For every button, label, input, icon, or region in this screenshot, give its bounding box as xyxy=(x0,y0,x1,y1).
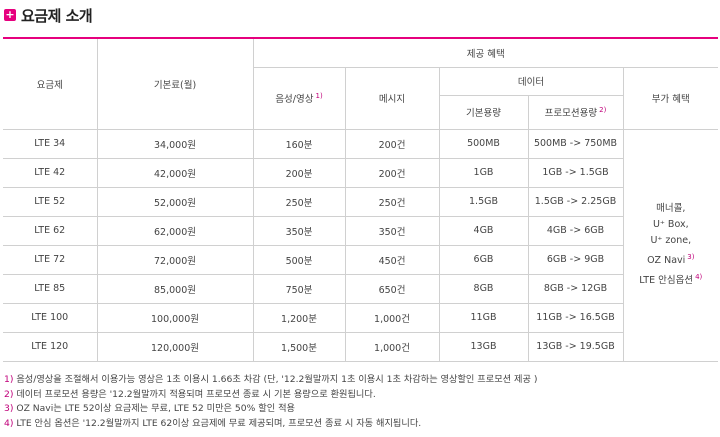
table-row: LTE 85 85,000원 750분 650건 8GB 8GB -> 12GB xyxy=(3,273,718,304)
cell-fee: 72,000원 xyxy=(96,244,254,275)
section-title: + 요금제 소개 xyxy=(4,4,93,26)
cell-base-data: 1.5GB xyxy=(438,186,529,217)
cell-promo-data: 8GB -> 12GB xyxy=(527,273,623,304)
cell-plan: LTE 42 xyxy=(3,157,98,188)
extras-line: U⁺ zone, xyxy=(650,234,692,246)
cell-extras: 매너콜, U⁺ Box, U⁺ zone, OZ Navi 3) LTE 안심옵션… xyxy=(622,128,719,362)
cell-fee: 120,000원 xyxy=(96,331,254,362)
cell-promo-data: 13GB -> 19.5GB xyxy=(527,331,623,362)
footnotes: 1) 음성/영상을 조절해서 이용가능 영상은 1초 이용시 1.66초 차감 … xyxy=(4,373,537,431)
footnote-item: 3) OZ Navi는 LTE 52이상 요금제는 무료, LTE 52 미만은… xyxy=(4,403,296,414)
cell-voice: 750분 xyxy=(252,273,346,304)
footnote-marker: 4) xyxy=(695,273,703,281)
cell-voice: 500분 xyxy=(252,244,346,275)
extras-line: 매너콜, xyxy=(656,202,686,214)
cell-voice: 250분 xyxy=(252,186,346,217)
cell-message: 200건 xyxy=(344,128,440,159)
header-plan: 요금제 xyxy=(3,37,98,130)
cell-plan: LTE 52 xyxy=(3,186,98,217)
cell-base-data: 500MB xyxy=(438,128,529,159)
cell-message: 350건 xyxy=(344,215,440,246)
header-benefits: 제공 혜택 xyxy=(252,37,719,68)
cell-promo-data: 1GB -> 1.5GB xyxy=(527,157,623,188)
cell-base-data: 1GB xyxy=(438,157,529,188)
cell-fee: 42,000원 xyxy=(96,157,254,188)
header-promo-data: 프로모션용량 2) xyxy=(527,94,623,130)
cell-voice: 1,200분 xyxy=(252,302,346,333)
cell-fee: 100,000원 xyxy=(96,302,254,333)
cell-fee: 62,000원 xyxy=(96,215,254,246)
table-row: LTE 120 120,000원 1,500분 1,000건 13GB 13GB… xyxy=(3,331,718,362)
footnote-marker: 2) xyxy=(599,105,607,114)
cell-plan: LTE 85 xyxy=(3,273,98,304)
cell-fee: 34,000원 xyxy=(96,128,254,159)
table-row: LTE 42 42,000원 200분 200건 1GB 1GB -> 1.5G… xyxy=(3,157,718,188)
cell-promo-data: 1.5GB -> 2.25GB xyxy=(527,186,623,217)
header-voice: 음성/영상 1) xyxy=(253,66,346,130)
cell-promo-data: 6GB -> 9GB xyxy=(527,244,623,275)
table-row: LTE 62 62,000원 350분 350건 4GB 4GB -> 6GB xyxy=(3,215,718,246)
cell-voice: 350분 xyxy=(252,215,346,246)
extras-line: U⁺ Box, xyxy=(652,218,689,230)
header-base-data: 기본용량 xyxy=(439,94,529,130)
cell-promo-data: 500MB -> 750MB xyxy=(527,128,624,159)
table-row: LTE 34 34,000원 160분 200건 500MB 500MB -> … xyxy=(3,128,719,362)
page-title: 요금제 소개 xyxy=(21,6,93,25)
header-message: 메시지 xyxy=(344,66,440,130)
cell-message: 650건 xyxy=(344,273,440,304)
footnote-item: 4) LTE 안심 옵션은 '12.2월말까지 LTE 62이상 요금제에 무료… xyxy=(4,417,422,429)
cell-message: 1,000건 xyxy=(344,331,440,362)
cell-promo-data: 11GB -> 16.5GB xyxy=(527,302,623,333)
cell-message: 450건 xyxy=(344,244,440,275)
table-row: LTE 72 72,000원 500분 450건 6GB 6GB -> 9GB xyxy=(3,244,718,275)
footnote-marker: 3) xyxy=(687,252,695,261)
cell-plan: LTE 100 xyxy=(3,302,98,333)
plan-table: 요금제 기본료(월) 제공 혜택 음성/영상 1) 메시지 데이터 부가 혜택 기… xyxy=(3,37,719,362)
cell-plan: LTE 72 xyxy=(3,244,98,275)
header-base-fee: 기본료(월) xyxy=(96,37,254,130)
cell-base-data: 11GB xyxy=(438,302,529,333)
extras-line: OZ Navi 3) xyxy=(647,252,695,266)
cell-voice: 200분 xyxy=(252,157,346,188)
footnote-item: 2) 데이터 프로모션 용량은 '12.2월말까지 적용되며 프로모션 종료 시… xyxy=(4,388,376,400)
cell-base-data: 13GB xyxy=(438,331,529,362)
cell-fee: 52,000원 xyxy=(96,186,254,217)
cell-base-data: 6GB xyxy=(438,244,529,275)
plus-icon: + xyxy=(4,8,16,21)
footnote-marker: 1) xyxy=(315,91,323,100)
cell-base-data: 8GB xyxy=(438,273,529,304)
cell-base-data: 4GB xyxy=(438,215,529,246)
cell-message: 200건 xyxy=(344,157,440,188)
cell-promo-data: 4GB -> 6GB xyxy=(527,215,623,246)
cell-voice: 1,500분 xyxy=(252,331,346,362)
cell-fee: 85,000원 xyxy=(96,273,254,304)
table-row: LTE 100 100,000원 1,200분 1,000건 11GB 11GB… xyxy=(3,302,718,333)
table-row: LTE 52 52,000원 250분 250건 1.5GB 1.5GB -> … xyxy=(3,186,718,217)
header-data: 데이터 xyxy=(438,66,624,96)
cell-message: 250건 xyxy=(344,186,440,217)
header-extras: 부가 혜택 xyxy=(622,66,719,130)
cell-plan: LTE 120 xyxy=(3,331,98,362)
extras-line: LTE 안심옵션 4) xyxy=(639,273,703,287)
cell-plan: LTE 62 xyxy=(3,215,98,246)
cell-voice: 160분 xyxy=(252,128,346,159)
footnote-item: 1) 음성/영상을 조절해서 이용가능 영상은 1초 이용시 1.66초 차감 … xyxy=(4,374,538,385)
cell-plan: LTE 34 xyxy=(3,128,98,159)
cell-message: 1,000건 xyxy=(344,302,440,333)
